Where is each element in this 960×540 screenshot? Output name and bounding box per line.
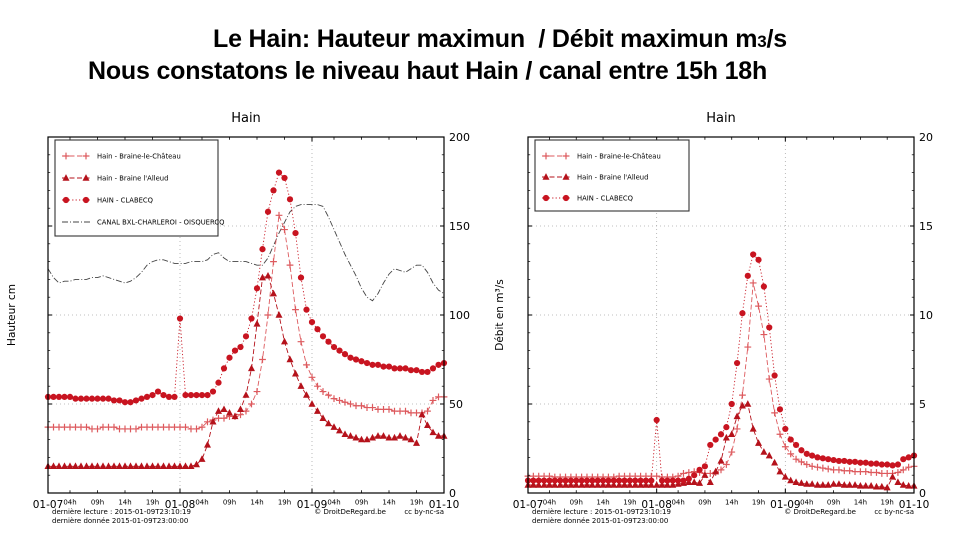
y-tick-label: 15 xyxy=(919,220,933,233)
x-axis-ticks: 01-07 01-08 01-09 01-10 04h 09h 14h 19h 04h 09h 14… xyxy=(33,137,460,511)
y-axis-ticks: 0 5 10 15 20 xyxy=(528,131,933,500)
chart-title: Hain xyxy=(231,111,261,126)
legend-entry-hain-clabecq: HAIN - CLABECQ xyxy=(542,195,633,203)
series-markers xyxy=(44,169,448,406)
legend-entry-canal-bxl-charleroi-oisquercq: CANAL BXL-CHARLEROI - OISQUERCQ xyxy=(62,219,224,227)
legend: Hain - Braine-le-Château Hain - Braine l'… xyxy=(54,139,224,237)
page-title-cubed-sub: 3 xyxy=(757,32,767,51)
legend-entry-hain-clabecq: HAIN - CLABECQ xyxy=(62,197,153,205)
y-tick-label: 0 xyxy=(919,487,926,500)
legend-entry-hain-braine-le-ch-teau: Hain - Braine-le-Château xyxy=(62,153,181,161)
x-tick-label-minor: 14h xyxy=(596,499,609,507)
series-canal-bxl-charleroi-oisquercq xyxy=(47,204,445,302)
chart-footer: dernière lecture : 2015-01-09T23:10:19de… xyxy=(52,508,444,525)
hauteur-chart: 0 50 100 150 200 01-07 01-08 01-09 01-10 04h 09h 14… xyxy=(6,111,470,525)
series-hain-braine-le-ch-teau xyxy=(524,279,918,481)
legend-label: Hain - Braine l'Alleud xyxy=(577,174,648,182)
legend-label: Hain - Braine-le-Château xyxy=(577,153,661,161)
chart-footer: dernière lecture : 2015-01-09T23:10:19de… xyxy=(532,508,914,525)
series-markers xyxy=(524,279,918,481)
x-tick-label-minor: 09h xyxy=(91,499,104,507)
x-tick-label-minor: 09h xyxy=(223,499,236,507)
x-tick-label-minor: 14h xyxy=(854,499,867,507)
x-tick-label-major: 01-09 xyxy=(770,499,801,511)
legend-label: HAIN - CLABECQ xyxy=(577,195,633,203)
legend-entry-hain-braine-le-ch-teau: Hain - Braine-le-Château xyxy=(542,153,661,161)
series-markers xyxy=(524,400,918,491)
x-tick-label-major: 01-09 xyxy=(297,499,328,511)
legend-entry-hain-braine-l-alleud: Hain - Braine l'Alleud xyxy=(542,173,648,182)
x-tick-label-minor: 04h xyxy=(543,499,556,507)
series-hain-braine-l-alleud xyxy=(524,400,918,491)
y-tick-label: 50 xyxy=(449,398,463,411)
x-tick-label-minor: 09h xyxy=(570,499,583,507)
x-tick-label-minor: 14h xyxy=(382,499,395,507)
x-tick-label-minor: 04h xyxy=(327,499,340,507)
x-tick-label-minor: 19h xyxy=(623,499,636,507)
page-title-line2: Nous constatons le niveau haut Hain / ca… xyxy=(88,57,768,85)
y-tick-label: 0 xyxy=(449,487,456,500)
page-title-line1: Le Hain: Hauteur maximun / Débit maximun… xyxy=(213,25,787,54)
y-tick-label: 5 xyxy=(919,398,926,411)
x-tick-label-minor: 09h xyxy=(698,499,711,507)
chart-title: Hain xyxy=(706,111,736,126)
legend-label: Hain - Braine l'Alleud xyxy=(97,175,168,183)
series-markers xyxy=(44,271,448,469)
x-tick-label-minor: 04h xyxy=(800,499,813,507)
y-axis-label: Hauteur cm xyxy=(6,284,18,346)
grid xyxy=(48,137,444,493)
series-hain-clabecq xyxy=(44,169,448,406)
x-axis-ticks: 01-07 01-08 01-09 01-10 04h 09h 14h 19h 04h 09h 14… xyxy=(513,137,930,511)
footer-copyright: © DroitDeRegard.be xyxy=(314,508,386,516)
x-tick-label-major: 01-08 xyxy=(641,499,672,511)
x-tick-label-minor: 19h xyxy=(146,499,159,507)
series-hain-clabecq xyxy=(524,251,918,484)
grid xyxy=(528,137,914,493)
footer-last-data: dernière donnée 2015-01-09T23:00:00 xyxy=(532,517,668,525)
x-tick-label-minor: 04h xyxy=(195,499,208,507)
footer-last-read: dernière lecture : 2015-01-09T23:10:19 xyxy=(532,508,671,516)
legend-label: Hain - Braine-le-Château xyxy=(97,153,181,161)
x-tick-label-major: 01-07 xyxy=(33,499,64,511)
x-tick-label-minor: 14h xyxy=(250,499,263,507)
x-tick-label-minor: 19h xyxy=(752,499,765,507)
x-tick-label-major: 01-10 xyxy=(899,499,930,511)
series-hain-braine-l-alleud xyxy=(44,271,448,469)
y-tick-label: 100 xyxy=(449,309,470,322)
footer-last-data: dernière donnée 2015-01-09T23:00:00 xyxy=(52,517,188,525)
footer-license: cc by-nc-sa xyxy=(404,508,444,516)
legend-entry-hain-braine-l-alleud: Hain - Braine l'Alleud xyxy=(62,174,168,183)
x-tick-label-minor: 14h xyxy=(725,499,738,507)
x-tick-label-minor: 04h xyxy=(63,499,76,507)
x-tick-label-minor: 19h xyxy=(410,499,423,507)
x-tick-label-minor: 19h xyxy=(881,499,894,507)
series-hain-braine-le-ch-teau xyxy=(44,211,448,433)
x-tick-label-minor: 09h xyxy=(827,499,840,507)
debit-chart: 0 5 10 15 20 01-07 01-08 01-09 01-10 04h 09h 14h 19h… xyxy=(494,111,933,525)
series-markers xyxy=(44,211,448,433)
y-tick-label: 20 xyxy=(919,131,933,144)
legend: Hain - Braine-le-Château Hain - Braine l'… xyxy=(534,139,690,212)
page-title-line1-text: Le Hain: Hauteur maximun / Débit maximun… xyxy=(213,25,758,53)
x-tick-label-major: 01-10 xyxy=(429,499,460,511)
footer-copyright: © DroitDeRegard.be xyxy=(784,508,856,516)
x-tick-label-minor: 04h xyxy=(671,499,684,507)
x-tick-label-minor: 14h xyxy=(118,499,131,507)
y-axis-ticks: 0 50 100 150 200 xyxy=(48,131,470,500)
legend-label: HAIN - CLABECQ xyxy=(97,197,153,205)
y-tick-label: 200 xyxy=(449,131,470,144)
x-tick-label-major: 01-07 xyxy=(513,499,544,511)
series-markers xyxy=(524,251,918,484)
x-tick-label-minor: 09h xyxy=(355,499,368,507)
footer-license: cc by-nc-sa xyxy=(874,508,914,516)
footer-last-read: dernière lecture : 2015-01-09T23:10:19 xyxy=(52,508,191,516)
y-tick-label: 10 xyxy=(919,309,933,322)
x-tick-label-minor: 19h xyxy=(278,499,291,507)
y-axis-label: Débit en m³/s xyxy=(494,279,506,350)
legend-label: CANAL BXL-CHARLEROI - OISQUERCQ xyxy=(97,219,224,227)
y-tick-label: 150 xyxy=(449,220,470,233)
page-title-line1-suffix: /s xyxy=(766,25,788,53)
x-tick-label-major: 01-08 xyxy=(165,499,196,511)
